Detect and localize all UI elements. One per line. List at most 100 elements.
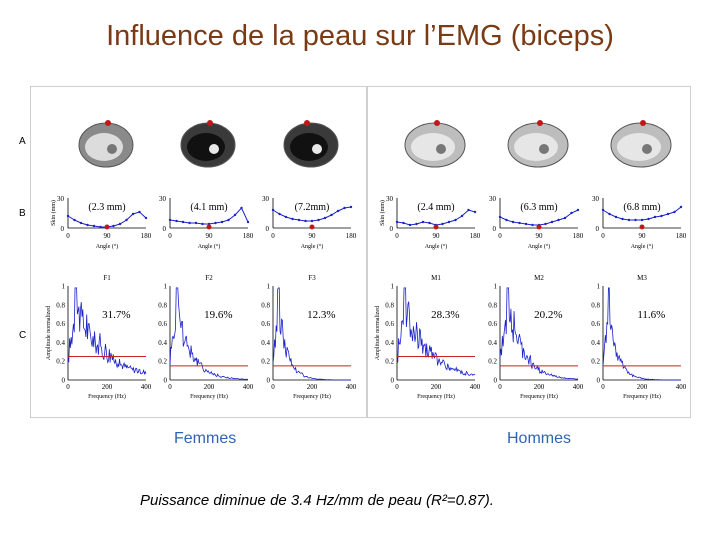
skin-thickness-label: (4.1 mm) <box>190 202 227 213</box>
skin-profile-point <box>627 218 631 222</box>
skin-ytick-label: 0 <box>61 225 65 233</box>
skin-profile-point <box>73 218 76 222</box>
skin-thickness-label: (2.3 mm) <box>88 202 125 213</box>
spectrum-ytick-label: 1 <box>62 283 66 291</box>
slide-title: Influence de la peau sur l’EMG (biceps) <box>106 20 614 52</box>
bone-marker <box>312 144 322 154</box>
skin-profile-point <box>679 205 683 209</box>
spectrum-ytick-label: 0 <box>62 377 66 385</box>
spectrum-ytick-label: 0.4 <box>591 339 600 347</box>
skin-ytick-label: 30 <box>386 195 394 203</box>
spectrum-xaxis-title: Frequency (Hz) <box>623 393 661 400</box>
skin-profile-point <box>79 221 83 225</box>
muscle-region <box>411 133 455 161</box>
spectrum-ytick-label: 0.8 <box>158 301 167 309</box>
skin-xaxis-title: Angle (°) <box>528 243 551 250</box>
electrode-dot <box>105 120 111 126</box>
skin-profile-point <box>291 217 294 221</box>
skin-xtick-label: 180 <box>243 232 254 240</box>
skin-xtick-label: 180 <box>141 232 152 240</box>
skin-ytick-label: 0 <box>390 225 394 233</box>
skin-profile-point <box>428 221 431 225</box>
skin-profile-point <box>460 214 464 218</box>
row-label-a: A <box>19 136 26 147</box>
skin-thickness-label: (2.4 mm) <box>417 202 454 213</box>
skin-xtick-label: 90 <box>206 232 214 240</box>
bone-marker <box>209 144 219 154</box>
skin-profile-point <box>181 220 185 224</box>
spectrum-ytick-label: 1 <box>164 283 168 291</box>
spectrum-ytick-label: 0.8 <box>385 301 394 309</box>
skin-profile-point <box>297 218 301 222</box>
skin-profile-point <box>233 213 237 217</box>
spectrum-xtick-label: 200 <box>204 383 215 391</box>
spectrum-xaxis-title: Frequency (Hz) <box>293 393 331 400</box>
skin-profile-point <box>246 220 250 224</box>
skin-profile-point <box>118 222 122 226</box>
skin-profile-point <box>653 215 657 219</box>
skin-profile-point <box>125 218 128 222</box>
electrode-position-marker <box>639 224 645 230</box>
skin-profile-point <box>447 220 451 224</box>
spectrum-ytick-label: 0.8 <box>488 301 497 309</box>
power-percentage-label: 19.6% <box>204 309 232 321</box>
subject-id-label: F1 <box>103 274 111 282</box>
skin-profile-point <box>278 212 281 216</box>
skin-profile-point <box>188 221 191 225</box>
skin-thickness-label: (6.8 mm) <box>623 202 660 213</box>
spectrum-xtick-label: 400 <box>346 383 357 391</box>
spectrum-xaxis-title: Frequency (Hz) <box>417 393 455 400</box>
skin-profile-point <box>227 218 230 222</box>
skin-profile-point <box>544 222 547 226</box>
electrode-position-marker <box>309 224 315 230</box>
skin-profile-point <box>570 211 573 215</box>
skin-profile-point <box>317 218 320 222</box>
skin-xtick-label: 0 <box>271 232 275 240</box>
spectrum-ytick-label: 0 <box>494 377 498 385</box>
skin-xaxis-title: Angle (°) <box>301 243 324 250</box>
skin-ytick-label: 0 <box>596 225 600 233</box>
skin-profile-point <box>531 223 534 227</box>
group-label-men: Hommes <box>507 430 572 447</box>
skin-profile-point <box>454 218 457 222</box>
skin-profile-point <box>304 219 307 223</box>
spectrum-xtick-label: 200 <box>534 383 545 391</box>
skin-profile-point <box>550 220 554 224</box>
skin-profile-point <box>214 221 217 225</box>
skin-profile-point <box>194 221 198 225</box>
spectrum-ytick-label: 0.6 <box>591 320 600 328</box>
spectrum-xtick-label: 400 <box>243 383 254 391</box>
electrode-dot <box>434 120 440 126</box>
skin-xtick-label: 90 <box>309 232 317 240</box>
spectrum-ytick-label: 0 <box>267 377 271 385</box>
skin-profile-point <box>175 219 178 223</box>
skin-xtick-label: 0 <box>601 232 605 240</box>
spectrum-ytick-label: 0.4 <box>56 339 65 347</box>
spectrum-ytick-label: 0.2 <box>488 358 497 366</box>
skin-profile-point <box>336 209 340 213</box>
skin-ytick-label: 30 <box>57 195 65 203</box>
skin-profile-point <box>518 221 521 225</box>
skin-profile-point <box>673 210 676 214</box>
caption: Puissance diminue de 3.4 Hz/mm de peau (… <box>140 492 494 509</box>
spectrum-ytick-label: 0 <box>597 377 601 385</box>
spectrum-xtick-label: 400 <box>573 383 584 391</box>
power-percentage-label: 11.6% <box>637 309 665 321</box>
electrode-position-marker <box>536 224 542 230</box>
spectrum-xtick-label: 200 <box>307 383 318 391</box>
spectrum-xaxis-title: Frequency (Hz) <box>190 393 228 400</box>
power-percentage-label: 12.3% <box>307 309 335 321</box>
skin-profile-point <box>86 223 89 227</box>
spectrum-xtick-label: 400 <box>470 383 481 391</box>
spectrum-xtick-label: 0 <box>66 383 70 391</box>
spectrum-line <box>396 287 476 376</box>
spectrum-ytick-label: 0.2 <box>591 358 600 366</box>
skin-profile-point <box>563 216 567 220</box>
skin-profile-point <box>634 218 637 222</box>
bone-marker <box>107 144 117 154</box>
skin-profile-point <box>395 220 399 224</box>
spectrum-ytick-label: 0.4 <box>158 339 167 347</box>
subject-id-label: F3 <box>308 274 316 282</box>
power-percentage-label: 28.3% <box>431 309 459 321</box>
